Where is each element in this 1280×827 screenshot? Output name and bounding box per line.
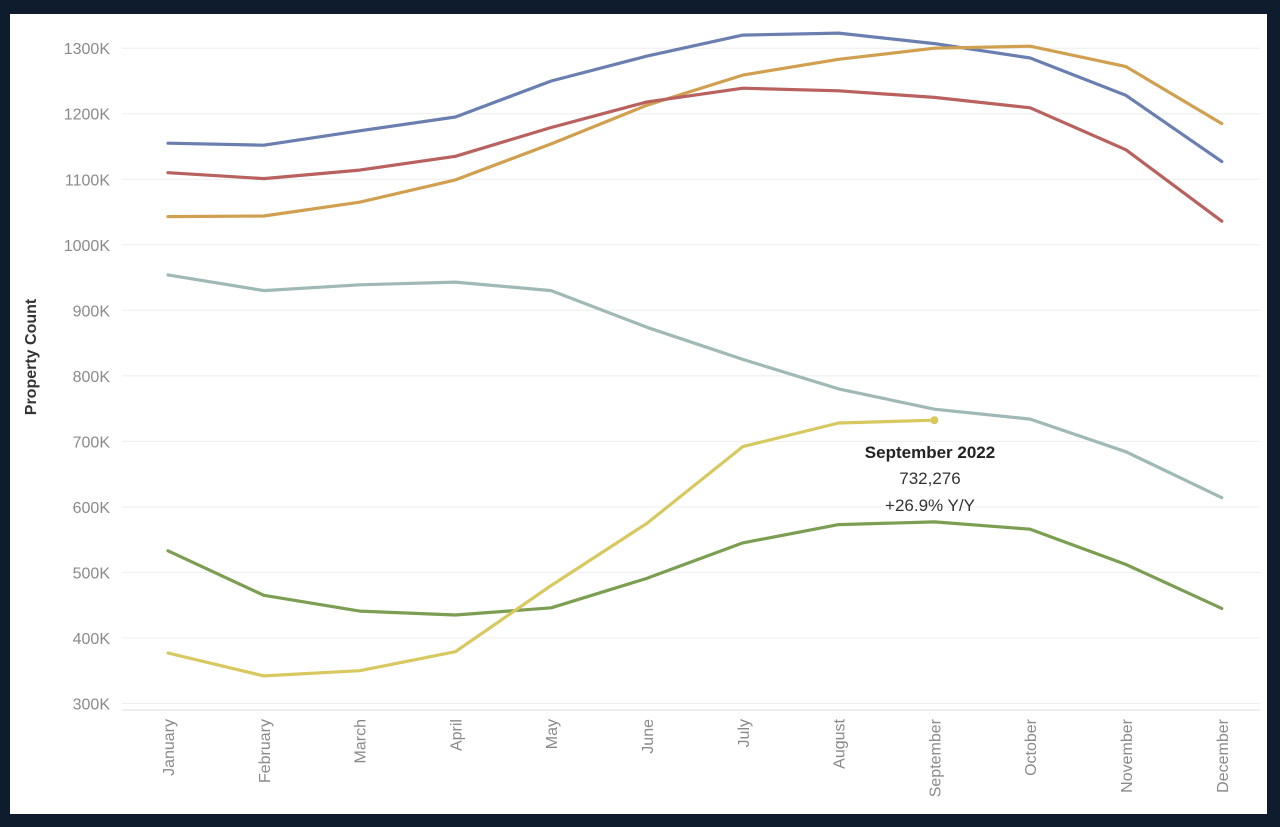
y-tick-label: 600K bbox=[73, 500, 111, 517]
y-tick-label: 700K bbox=[73, 434, 111, 451]
x-tick-label: April bbox=[448, 719, 465, 751]
y-tick-label: 500K bbox=[73, 565, 111, 582]
y-axis-label: Property Count bbox=[23, 298, 40, 415]
series-line bbox=[166, 418, 937, 678]
x-tick-label: February bbox=[257, 719, 274, 783]
x-tick-label: May bbox=[544, 719, 561, 749]
chart-panel: 300K 400K 500K 600K 700K 800K 900K 1000K 1100K 12… bbox=[10, 14, 1267, 814]
series-line bbox=[166, 31, 1224, 164]
series-end-marker bbox=[930, 416, 939, 425]
annotation: September 2022 732,276 +26.9% Y/Y bbox=[865, 443, 995, 515]
y-axis-ticks: 300K 400K 500K 600K 700K 800K 900K 1000K 1100K 12… bbox=[64, 41, 111, 713]
gridlines bbox=[122, 47, 1260, 711]
y-tick-label: 800K bbox=[73, 369, 111, 386]
series-line bbox=[166, 44, 1224, 219]
y-tick-label: 400K bbox=[73, 631, 111, 648]
y-tick-label: 300K bbox=[73, 696, 111, 713]
x-tick-label: January bbox=[161, 719, 178, 776]
y-tick-label: 1300K bbox=[64, 41, 111, 58]
x-tick-label: September bbox=[927, 718, 944, 797]
x-tick-label: August bbox=[832, 718, 849, 768]
y-tick-label: 1200K bbox=[64, 107, 111, 124]
x-axis-ticks: January February March April May June July Augu… bbox=[161, 718, 1232, 797]
line-chart: 300K 400K 500K 600K 700K 800K 900K 1000K 1100K 12… bbox=[23, 31, 1260, 797]
x-tick-label: March bbox=[353, 719, 370, 763]
y-tick-label: 1000K bbox=[64, 238, 111, 255]
x-tick-label: July bbox=[736, 719, 753, 747]
annotation-value: 732,276 bbox=[899, 469, 960, 488]
series-lines bbox=[166, 31, 1224, 678]
x-tick-label: October bbox=[1023, 718, 1040, 776]
x-tick-label: June bbox=[640, 719, 657, 754]
series-line bbox=[166, 520, 1224, 617]
y-tick-label: 1100K bbox=[65, 172, 110, 189]
annotation-title: September 2022 bbox=[865, 443, 995, 462]
x-tick-label: December bbox=[1215, 718, 1232, 792]
y-tick-label: 900K bbox=[73, 303, 111, 320]
series-line bbox=[166, 86, 1224, 223]
annotation-change: +26.9% Y/Y bbox=[885, 496, 975, 515]
series-line bbox=[166, 273, 1224, 500]
x-tick-label: November bbox=[1119, 718, 1136, 792]
